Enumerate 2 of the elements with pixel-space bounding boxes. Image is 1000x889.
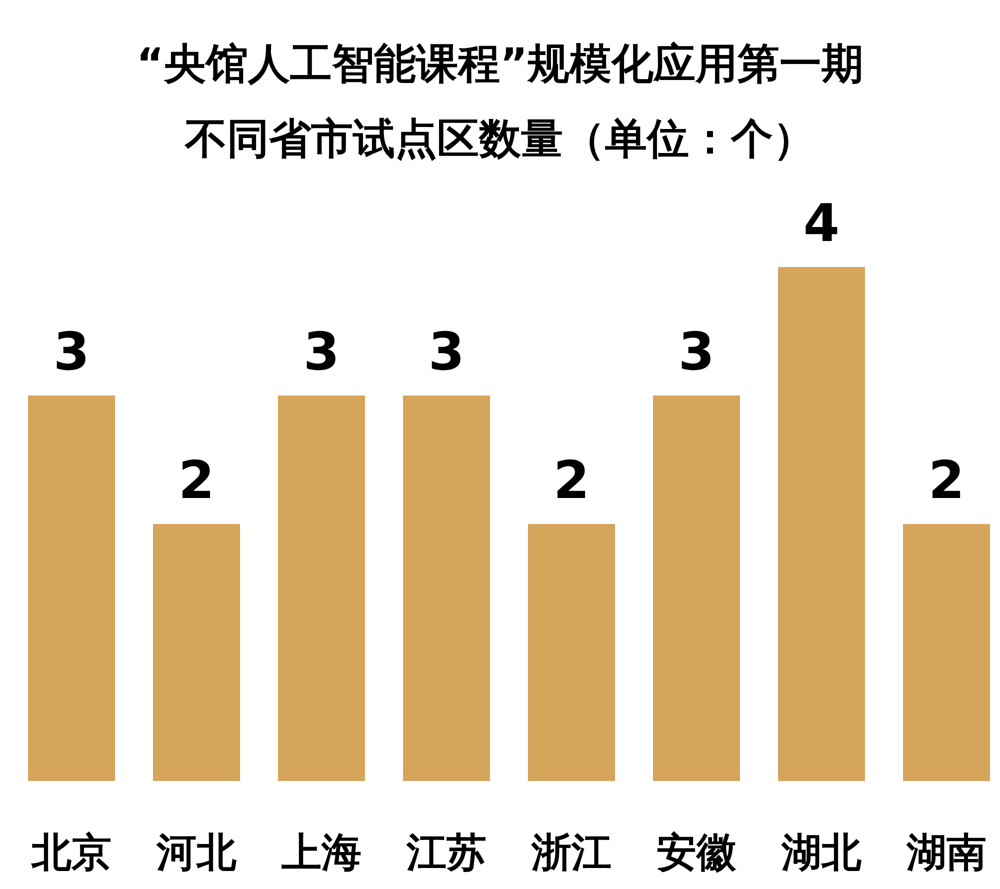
subtitle: 不同省市试点区数量（单位：个） — [185, 114, 815, 163]
title: “央馆人工智能课程”规模化应用第一期 — [136, 39, 864, 88]
